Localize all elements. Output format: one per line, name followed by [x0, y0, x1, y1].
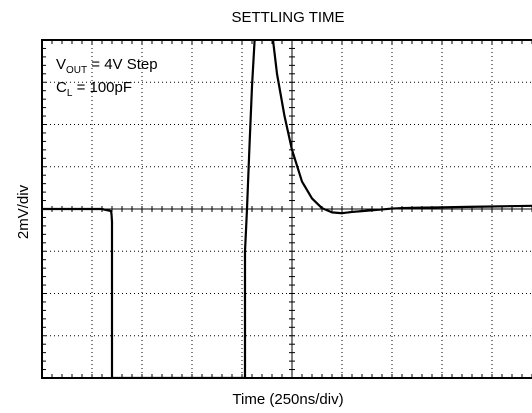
annotation-cl: CL = 100pF [56, 79, 132, 99]
chart-title: SETTLING TIME [231, 9, 344, 26]
plot-area [42, 40, 532, 378]
annotation-box: VOUT = 4V Step CL = 100pF [56, 56, 158, 99]
annotation-vout: VOUT = 4V Step [56, 56, 158, 76]
x-axis-label: Time (250ns/div) [232, 391, 343, 408]
y-axis-label: 2mV/div [15, 184, 32, 239]
settling-trace [42, 40, 532, 378]
series-group [42, 40, 532, 378]
plot-frame [41, 39, 532, 379]
